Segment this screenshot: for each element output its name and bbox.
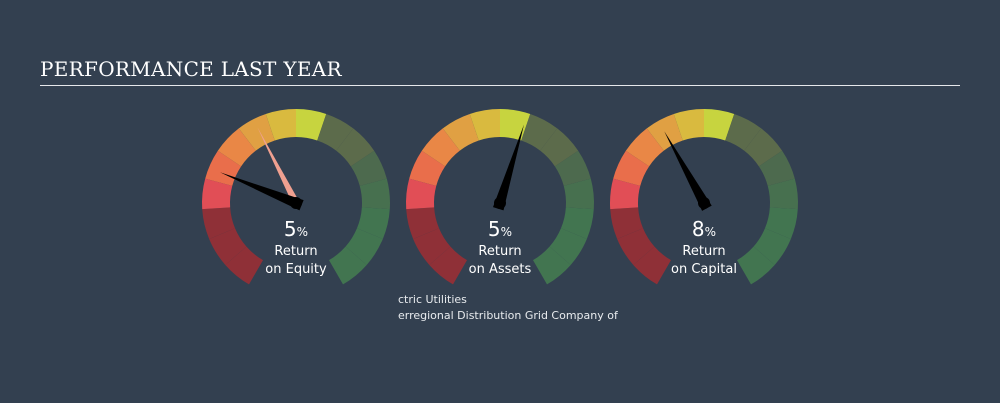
gauge-segment	[554, 150, 591, 186]
gauge-segment	[329, 246, 367, 285]
gauge-label-equity: Return on Equity	[265, 244, 327, 277]
gauge-segment	[405, 178, 437, 210]
gauge-segment	[533, 246, 571, 285]
company-needle	[219, 172, 304, 211]
gauge-svg-equity	[201, 109, 391, 285]
gauge-segment	[764, 207, 798, 239]
gauge-segment	[500, 109, 531, 141]
gauge-segment	[625, 128, 664, 167]
gauge-segment	[633, 246, 671, 285]
gauge-return-on-assets: 5% Return on Assets	[405, 108, 595, 293]
legend-industry-label: ctric Utilities	[398, 293, 467, 306]
legend-company-label: erregional Distribution Grid Company of	[398, 309, 618, 322]
gauge-segment	[540, 128, 579, 167]
gauge-segment	[317, 113, 354, 151]
gauge-svg-capital	[609, 109, 799, 285]
gauge-segment	[563, 178, 595, 210]
gauge-label-capital: Return on Capital	[671, 244, 737, 277]
industry-needle	[257, 127, 300, 205]
gauge-segment	[265, 109, 296, 141]
needle-hub	[698, 197, 710, 209]
gauge-segment	[359, 178, 391, 210]
gauge-segment	[421, 128, 460, 167]
gauge-segment	[613, 150, 650, 186]
gauge-segment	[406, 207, 440, 239]
gauge-segment	[609, 178, 641, 210]
gauge-segment	[744, 128, 783, 167]
needle-hub	[494, 197, 506, 209]
gauge-value-capital: 8%	[691, 217, 717, 241]
gauge-segment	[225, 246, 263, 285]
gauge-segment	[753, 228, 791, 265]
gauge-segment	[610, 207, 644, 239]
gauge-segment	[201, 178, 233, 210]
gauge-value-assets: 5%	[487, 217, 513, 241]
gauge-segment	[767, 178, 799, 210]
gauge-segment	[350, 150, 387, 186]
section-title: PERFORMANCE LAST YEAR	[40, 57, 342, 81]
gauge-segment	[409, 150, 446, 186]
gauge-segment	[725, 113, 762, 151]
company-needle	[664, 131, 712, 211]
gauge-segment	[336, 128, 375, 167]
gauge-segment	[521, 113, 558, 151]
gauge-segment	[549, 228, 587, 265]
gauge-value-equity: 5%	[283, 217, 309, 241]
gauge-label-assets: Return on Assets	[468, 244, 532, 277]
gauge-segment	[673, 109, 704, 141]
gauge-svg-assets	[405, 109, 595, 285]
gauge-segment	[429, 246, 467, 285]
gauge-return-on-capital: 8% Return on Capital	[609, 108, 799, 293]
gauge-segment	[469, 109, 500, 141]
gauge-segment	[356, 207, 390, 239]
gauge-segment	[737, 246, 775, 285]
needle-hub	[290, 197, 302, 209]
gauge-segment	[758, 150, 795, 186]
gauge-return-on-equity: 5% Return on Equity	[201, 108, 391, 293]
gauge-segment	[704, 109, 735, 141]
gauge-segment	[560, 207, 594, 239]
company-needle	[492, 124, 524, 211]
gauge-segment	[442, 113, 479, 151]
gauge-segment	[238, 113, 275, 151]
gauge-segment	[617, 228, 655, 265]
gauge-segment	[345, 228, 383, 265]
gauge-segment	[296, 109, 327, 141]
title-divider	[40, 85, 960, 86]
gauge-segment	[217, 128, 256, 167]
gauge-segment	[413, 228, 451, 265]
gauge-segment	[209, 228, 247, 265]
gauge-segment	[202, 207, 236, 239]
